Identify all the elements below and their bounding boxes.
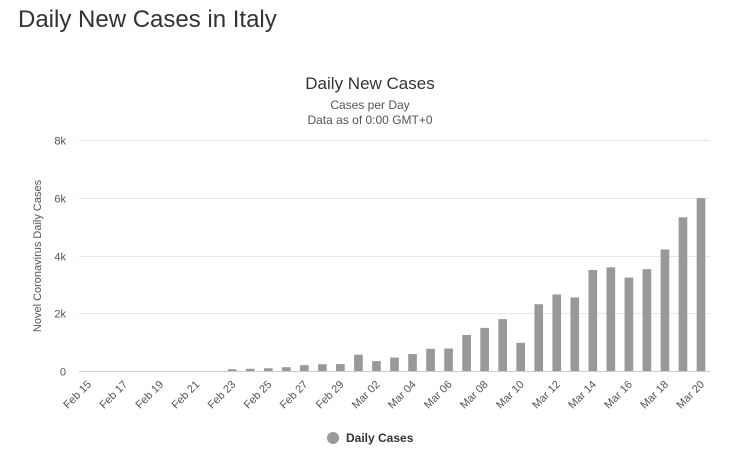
bar[interactable] (390, 357, 399, 371)
grid-lines (79, 140, 710, 314)
legend[interactable]: Daily Cases (327, 431, 414, 445)
x-tick-label: Feb 17 (97, 379, 130, 412)
bar[interactable] (624, 277, 634, 371)
chart-title: Daily New Cases (305, 74, 434, 93)
y-tick-label: 6k (54, 194, 66, 206)
legend-marker-icon (327, 432, 339, 444)
page-title: Daily New Cases in Italy (18, 6, 277, 33)
y-tick-label: 0 (60, 367, 66, 379)
y-axis-label: Novel Coronavirus Daily Cases (32, 179, 44, 332)
x-tick-label: Mar 10 (494, 379, 527, 412)
bars (227, 198, 706, 371)
legend-label: Daily Cases (346, 431, 414, 445)
bar[interactable] (696, 198, 706, 371)
chart-subtitle-line1: Cases per Day (330, 98, 409, 112)
x-tick-label: Feb 29 (314, 379, 347, 412)
x-tick-label: Mar 18 (638, 379, 671, 412)
bar[interactable] (245, 368, 255, 371)
x-tick-label: Feb 21 (170, 379, 203, 412)
bar[interactable] (606, 267, 616, 371)
bar[interactable] (480, 327, 489, 371)
bar[interactable] (642, 269, 652, 371)
x-tick-label: Mar 04 (386, 379, 419, 412)
bar[interactable] (678, 217, 688, 371)
x-tick-label: Mar 06 (422, 379, 455, 412)
bar[interactable] (534, 304, 544, 371)
bar[interactable] (227, 369, 237, 371)
bar[interactable] (372, 361, 381, 371)
bar[interactable] (300, 365, 309, 371)
x-tick-label: Feb 27 (278, 379, 311, 412)
x-tick-label: Mar 02 (350, 379, 383, 412)
x-axis-ticks: Feb 15 Feb 17 Feb 19 Feb 21 Feb 23 Feb 25 Feb … (61, 379, 707, 412)
bar[interactable] (462, 334, 471, 371)
x-tick-label: Feb 15 (61, 379, 94, 412)
bar[interactable] (660, 249, 670, 371)
x-tick-label: Mar 12 (530, 379, 563, 412)
bar[interactable] (426, 348, 435, 371)
x-tick-label: Feb 23 (206, 379, 239, 412)
x-tick-label: Feb 25 (242, 379, 275, 412)
bar[interactable] (318, 364, 327, 371)
x-tick-label: Feb 19 (134, 379, 167, 412)
y-tick-label: 4k (54, 252, 66, 264)
x-tick-label: Mar 20 (674, 379, 707, 412)
y-tick-label: 8k (54, 136, 66, 148)
bar[interactable] (336, 364, 345, 371)
bar[interactable] (354, 354, 363, 371)
bar[interactable] (570, 297, 580, 371)
bar[interactable] (588, 270, 598, 371)
y-axis-ticks: 0 2k 4k 6k 8k (54, 136, 66, 379)
bar[interactable] (282, 367, 291, 371)
bar[interactable] (516, 342, 526, 371)
y-tick-label: 2k (54, 309, 66, 321)
bar[interactable] (552, 294, 562, 371)
x-tick-label: Mar 16 (602, 379, 635, 412)
chart-subtitle-line2: Data as of 0:00 GMT+0 (307, 113, 432, 127)
bar[interactable] (444, 348, 453, 371)
x-tick-label: Mar 08 (458, 379, 491, 412)
bar[interactable] (408, 354, 417, 371)
bar[interactable] (263, 368, 273, 371)
bar[interactable] (498, 319, 507, 371)
x-tick-label: Mar 14 (566, 379, 599, 412)
